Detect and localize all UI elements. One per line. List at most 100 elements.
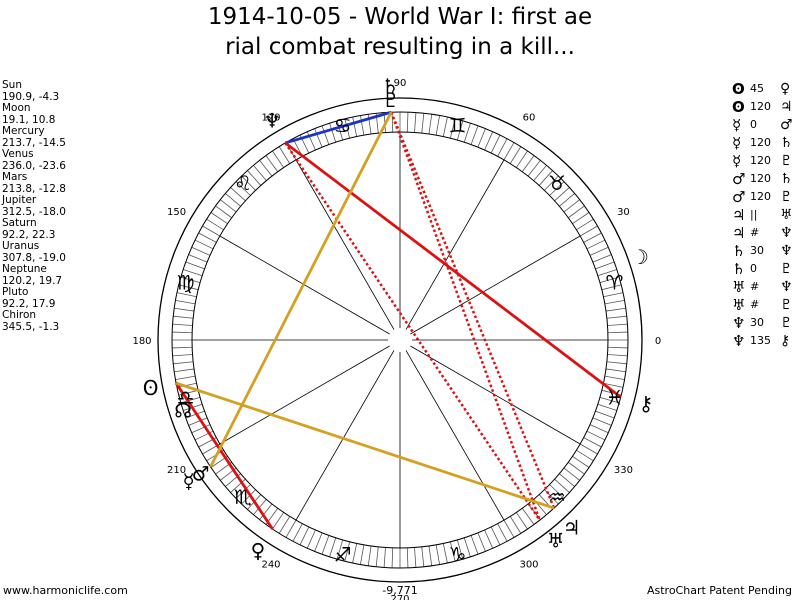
ring-tick bbox=[568, 205, 585, 219]
ring-tick bbox=[180, 396, 201, 404]
wheel-spokes bbox=[192, 132, 608, 548]
ring-tick bbox=[559, 473, 575, 487]
ring-tick bbox=[509, 146, 522, 164]
ring-tick bbox=[194, 239, 214, 250]
aspect-planet-glyph: ♀ bbox=[780, 81, 791, 97]
aspect-planet-glyph: ♇ bbox=[780, 153, 793, 169]
zodiac-sign-glyph: ♑ bbox=[448, 542, 466, 566]
aspect-planet-glyph: ♄ bbox=[732, 242, 746, 260]
ring-tick bbox=[572, 455, 590, 468]
ring-tick bbox=[367, 545, 372, 566]
ring-tick bbox=[391, 112, 394, 133]
planet-glyph-pluto: ♇ bbox=[382, 88, 400, 112]
ring-tick bbox=[278, 516, 291, 534]
ring-tick bbox=[442, 543, 448, 564]
ring-tick bbox=[477, 128, 486, 148]
aspect-lines bbox=[174, 110, 622, 530]
planet-glyph-saturn: ♄ bbox=[381, 74, 399, 98]
ring-tick bbox=[285, 519, 297, 538]
ring-tick bbox=[563, 199, 580, 213]
aspect-planet-glyph: ♃ bbox=[732, 206, 746, 224]
aspect-value: 120 bbox=[750, 190, 771, 203]
node-glyph: ☊ bbox=[174, 398, 192, 422]
ring-tick bbox=[509, 516, 522, 534]
ring-tick bbox=[449, 541, 456, 562]
aspect-line bbox=[174, 382, 274, 530]
ring-tick bbox=[559, 193, 575, 207]
ring-tick bbox=[589, 424, 609, 434]
planet-name-venus: Venus bbox=[2, 148, 34, 160]
zodiac-sign-glyph: ♊ bbox=[448, 114, 466, 138]
planet-coords-neptune: 120.2, 19.7 bbox=[2, 274, 63, 287]
wheel-spoke bbox=[295, 350, 395, 521]
planet-name-pluto: Pluto bbox=[2, 286, 29, 298]
ring-tick bbox=[601, 284, 622, 291]
aspect-list-row: ʘ 45 ♀ bbox=[732, 80, 798, 98]
degree-label: 30 bbox=[617, 207, 630, 218]
ring-tick bbox=[235, 484, 251, 499]
ring-tick bbox=[352, 116, 358, 137]
ring-tick bbox=[607, 331, 628, 334]
planet-coords-moon: 19.1, 10.8 bbox=[2, 113, 56, 126]
ring-tick bbox=[595, 410, 615, 419]
ring-tick bbox=[247, 170, 262, 186]
zodiac-sign-glyph: ♍ bbox=[177, 271, 195, 295]
ring-tick bbox=[533, 165, 547, 181]
ring-tick bbox=[314, 532, 323, 552]
ring-tick bbox=[579, 225, 598, 237]
aspect-planet-glyph: ♄ bbox=[780, 135, 793, 151]
aspect-planet-glyph: ♆ bbox=[732, 314, 746, 332]
ring-tick bbox=[360, 115, 365, 136]
planet-glyph-chiron: ⚷ bbox=[639, 392, 654, 416]
ring-tick bbox=[188, 254, 208, 263]
wheel-spoke bbox=[219, 345, 390, 445]
ring-tick bbox=[463, 537, 471, 557]
planet-position-list: Sun 190.9, -4.3 Moon 19.1, 10.8 Mercury … bbox=[2, 79, 102, 333]
degree-labels: 0 30 60 90 120 150 180 210 240 270 300 330 bbox=[132, 78, 661, 600]
aspect-value: 30 bbox=[750, 244, 764, 257]
ring-tick bbox=[180, 276, 201, 284]
aspect-line bbox=[390, 111, 541, 521]
ring-tick bbox=[336, 539, 344, 560]
ring-tick bbox=[470, 535, 479, 555]
aspect-value: 120 bbox=[750, 172, 771, 185]
ring-tick bbox=[191, 424, 211, 434]
ring-tick bbox=[178, 284, 199, 291]
ring-tick bbox=[191, 246, 211, 256]
planet-coords-saturn: 92.2, 22.3 bbox=[2, 228, 56, 241]
aspect-planet-glyph: ♄ bbox=[780, 171, 793, 187]
degree-label: 270 bbox=[390, 594, 409, 600]
ring-tick bbox=[421, 546, 425, 567]
aspect-planet-glyph: ♆ bbox=[780, 279, 793, 295]
ring-tick bbox=[576, 218, 594, 231]
ring-tick bbox=[185, 261, 205, 270]
ring-tick bbox=[391, 547, 394, 568]
ring-tick bbox=[172, 346, 193, 349]
aspect-value: 120 bbox=[750, 136, 771, 149]
ring-tick bbox=[174, 368, 195, 373]
degree-label: 150 bbox=[167, 207, 186, 218]
aspect-line bbox=[284, 141, 622, 399]
ring-tick bbox=[329, 123, 337, 143]
ring-tick bbox=[599, 276, 620, 284]
ring-tick bbox=[406, 112, 409, 133]
ring-tick bbox=[484, 131, 494, 151]
planet-glyph-moon: ☽ bbox=[631, 245, 649, 269]
aspect-planet-glyph: ♅ bbox=[732, 278, 746, 296]
zodiac-sign-glyph: ♌ bbox=[234, 171, 252, 195]
ring-tick bbox=[173, 315, 194, 319]
aspect-planet-glyph: ♂ bbox=[732, 170, 746, 188]
ring-tick bbox=[174, 307, 195, 312]
ring-tick bbox=[515, 150, 528, 168]
ring-tick bbox=[435, 544, 440, 565]
ring-tick bbox=[321, 535, 330, 555]
ring-tick bbox=[607, 354, 628, 357]
chart-title-line-1: 1914-10-05 - World War I: first ae bbox=[207, 4, 593, 30]
aspect-line bbox=[390, 111, 556, 509]
planet-coords-mercury: 213.7, -14.5 bbox=[2, 136, 66, 149]
planet-coords-uranus: 307.8, -19.0 bbox=[2, 251, 66, 264]
planet-name-mercury: Mercury bbox=[2, 125, 45, 137]
ring-tick bbox=[470, 125, 479, 145]
outer-circle bbox=[157, 97, 643, 583]
ring-tick bbox=[549, 181, 565, 196]
